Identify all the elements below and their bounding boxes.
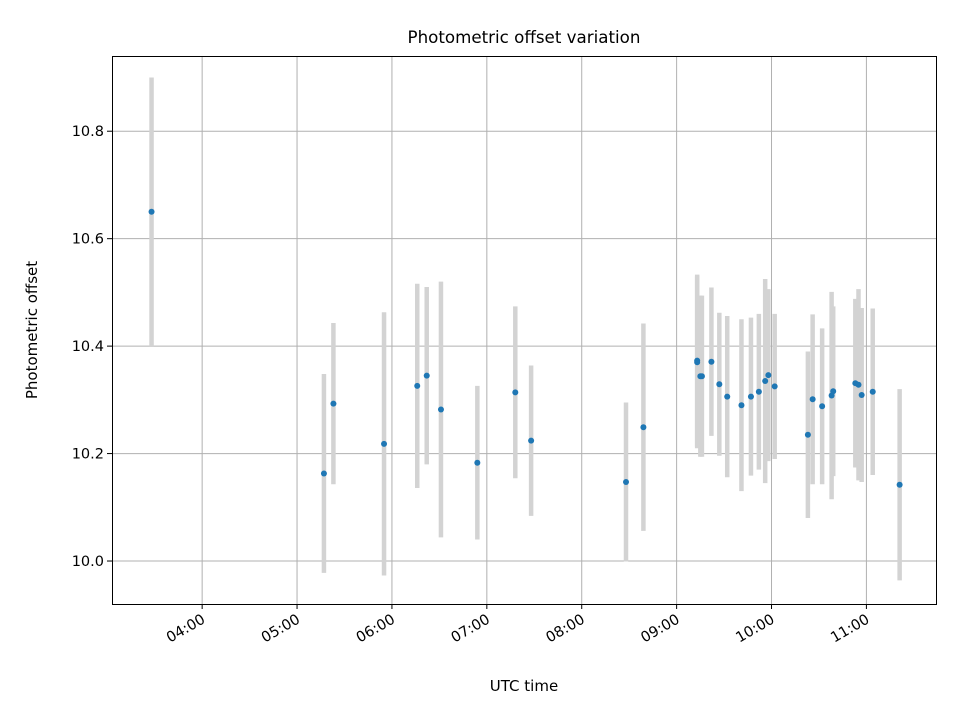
data-point (771, 383, 778, 390)
data-point (804, 431, 811, 438)
data-point (762, 378, 769, 385)
data-point (623, 479, 630, 486)
data-point (474, 459, 481, 466)
y-tick-label: 10.2 (72, 447, 104, 463)
y-tick-label: 10.0 (72, 554, 104, 570)
data-point (698, 373, 705, 380)
data-point (738, 402, 745, 409)
data-point (320, 470, 327, 477)
data-point (896, 481, 903, 488)
data-point (708, 358, 715, 365)
data-point (148, 208, 155, 215)
data-point (716, 381, 723, 388)
data-point (512, 389, 519, 396)
data-point (855, 381, 862, 388)
data-point (528, 437, 535, 444)
data-point (747, 393, 754, 400)
chart-title: Photometric offset variation (408, 27, 641, 47)
data-point (414, 382, 421, 389)
data-point (694, 359, 701, 366)
data-point (330, 400, 337, 407)
y-tick-label: 10.4 (72, 339, 104, 355)
data-point (724, 393, 731, 400)
data-point (423, 372, 430, 379)
x-axis-label: UTC time (490, 677, 558, 695)
data-point (830, 388, 837, 395)
data-point (819, 403, 826, 410)
data-point (869, 388, 876, 395)
y-axis-ticks: 10.0 10.2 10.4 10.6 10.8 (72, 124, 112, 570)
y-axis-label: Photometric offset (23, 261, 41, 399)
y-tick-label: 10.6 (72, 232, 104, 248)
plot-area-frame (112, 56, 937, 605)
data-point (640, 424, 647, 431)
data-point (437, 406, 444, 413)
data-point (809, 396, 816, 403)
data-point (381, 440, 388, 447)
data-markers (148, 208, 903, 488)
y-tick-label: 10.8 (72, 124, 104, 140)
data-point (755, 388, 762, 395)
data-point (765, 372, 772, 379)
grid-lines (112, 56, 936, 604)
data-point (858, 392, 865, 399)
